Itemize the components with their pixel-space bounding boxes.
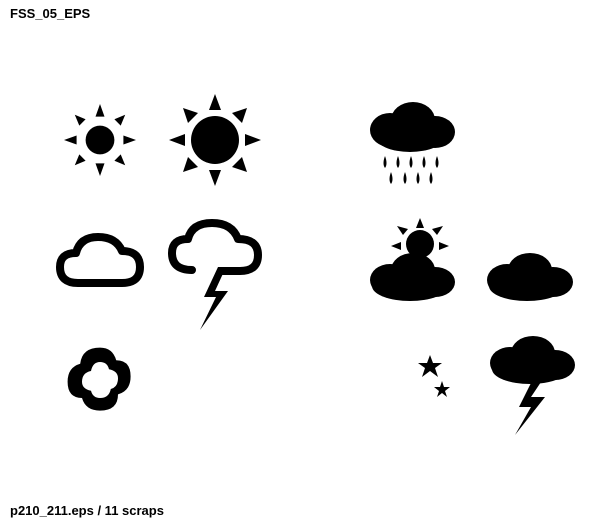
icon-moon-stars [350, 320, 470, 440]
icon-rain-cloud [350, 80, 470, 200]
icon-sun-rays [155, 80, 275, 200]
page-title: FSS_05_EPS [10, 6, 90, 21]
page-footer: p210_211.eps / 11 scraps [10, 503, 164, 518]
icon-storm-outline [155, 215, 275, 335]
icon-storm-filled [470, 320, 590, 440]
weather-icon-grid [0, 80, 600, 440]
icon-cloud-outline [40, 205, 160, 325]
icon-partly-sunny [350, 200, 470, 320]
icon-moon-cloud [470, 200, 590, 320]
icon-blob [40, 320, 160, 440]
icon-sun-small [40, 80, 160, 200]
icon-moon-crescent [470, 80, 590, 200]
